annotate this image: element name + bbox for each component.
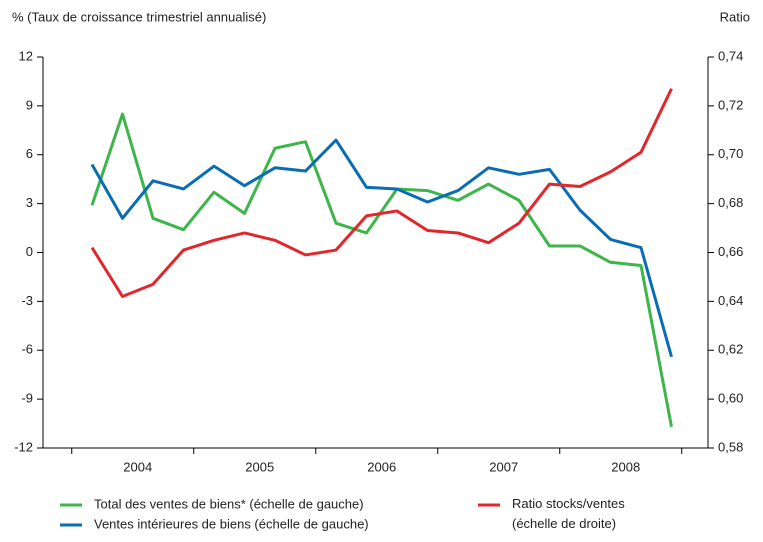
y2-tick-label: 0,70: [718, 146, 743, 161]
y2-tick-label: 0,62: [718, 342, 743, 357]
y-tick-label: -12: [14, 439, 33, 454]
series-line: [90, 112, 673, 428]
x-tick-label: 2006: [367, 459, 396, 474]
y2-tick-label: 0,64: [718, 293, 743, 308]
legend-label: Ventes intérieures de biens (échelle de …: [94, 516, 369, 531]
y2-tick-label: 0,66: [718, 244, 743, 259]
y-tick-label: 12: [19, 48, 33, 63]
y-axis-label: % (Taux de croissance trimestriel annual…: [12, 9, 266, 24]
legend-label: Ratio stocks/ventes (échelle de droite): [512, 496, 625, 531]
y-tick-label: -9: [21, 391, 33, 406]
y2-tick-label: 0,68: [718, 195, 743, 210]
y2-axis-label: Ratio: [720, 9, 750, 24]
legend-label: Total des ventes de biens* (échelle de g…: [94, 496, 364, 511]
y-tick-label: 3: [26, 195, 33, 210]
x-tick-label: 2008: [611, 459, 640, 474]
y-tick-label: 6: [26, 146, 33, 161]
x-tick-label: 2005: [245, 459, 274, 474]
series-line: [90, 88, 673, 298]
y-tick-label: -3: [21, 293, 33, 308]
y-tick-label: -6: [21, 342, 33, 357]
y-tick-label: 9: [26, 97, 33, 112]
series-line: [90, 138, 673, 358]
x-tick-label: 2004: [123, 459, 152, 474]
y2-tick-label: 0,60: [718, 391, 743, 406]
y2-tick-label: 0,72: [718, 97, 743, 112]
y2-tick-label: 0,74: [718, 48, 743, 63]
y-tick-label: 0: [26, 244, 33, 259]
y2-tick-label: 0,58: [718, 439, 743, 454]
x-tick-label: 2007: [489, 459, 518, 474]
